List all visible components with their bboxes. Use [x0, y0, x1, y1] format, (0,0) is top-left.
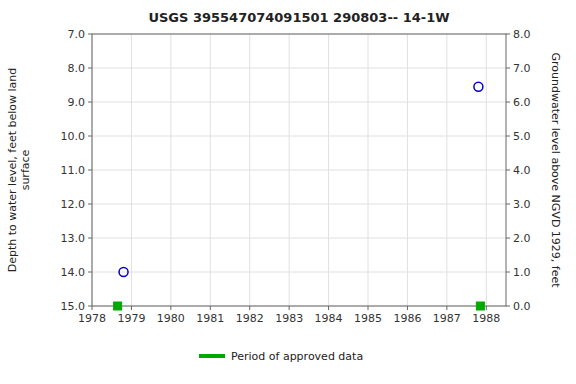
y-tick-label: 8.0 [68, 62, 86, 75]
y-grid-line [92, 68, 506, 69]
x-tick [289, 306, 290, 310]
y2-tick-label: 6.0 [513, 96, 531, 109]
x-tick [446, 306, 447, 310]
y-tick [88, 306, 92, 307]
y2-tick-label: 3.0 [513, 198, 531, 211]
x-tick [249, 306, 250, 310]
y2-tick [506, 102, 510, 103]
chart: 1978 1979 1980 1981 1982 1983 1984 1985 1986 1987… [0, 0, 576, 384]
x-tick [328, 306, 329, 310]
legend-label: Period of approved data [231, 350, 363, 363]
legend: Period of approved data [199, 350, 363, 363]
y-tick [88, 68, 92, 69]
y-tick [88, 170, 92, 171]
title: USGS 395547074091501 290803-- 14-1W [148, 10, 449, 25]
y2-tick-label: 5.0 [513, 130, 531, 143]
x-tick [170, 306, 171, 310]
y-tick-label: 7.0 [68, 28, 86, 41]
grid [92, 34, 506, 306]
y-grid-line [92, 204, 506, 205]
y2-tick [506, 306, 510, 307]
y-grid-line [92, 136, 506, 137]
y2-tick [506, 68, 510, 69]
y-tick [88, 136, 92, 137]
x-tick-label: 1986 [393, 312, 421, 325]
x-tick-label: 1987 [433, 312, 461, 325]
y-tick-label: 14.0 [61, 266, 86, 279]
y-axis-label-line: surface [19, 149, 32, 190]
data [114, 82, 485, 310]
x-tick [131, 306, 132, 310]
x-tick-label: 1979 [117, 312, 145, 325]
x-tick-label: 1983 [275, 312, 303, 325]
y-tick [88, 34, 92, 35]
x-tick [210, 306, 211, 310]
x-tick [92, 306, 93, 310]
y-grid-line [92, 170, 506, 171]
y-tick-label: 11.0 [61, 164, 86, 177]
y2-tick [506, 272, 510, 273]
x-tick [486, 306, 487, 310]
y2-axis-label: Groundwater level above NGVD 1929, feet [549, 52, 562, 288]
y-axis-label: Depth to water level, feet below landsur… [6, 68, 32, 273]
y-tick [88, 272, 92, 273]
y-tick [88, 102, 92, 103]
y-tick-label: 9.0 [68, 96, 86, 109]
x-tick-label: 1988 [472, 312, 500, 325]
y-tick-label: 12.0 [61, 198, 86, 211]
y2-tick [506, 34, 510, 35]
y-tick-label: 10.0 [61, 130, 86, 143]
legend-swatch [199, 354, 225, 358]
point [114, 302, 122, 310]
y2-tick [506, 204, 510, 205]
point [119, 268, 128, 277]
point [474, 82, 483, 91]
y-axis-label-line: Depth to water level, feet below land [6, 68, 19, 273]
x-tick-label: 1978 [78, 312, 106, 325]
y2-tick-label: 8.0 [513, 28, 531, 41]
y-tick [88, 204, 92, 205]
y-grid-line [92, 272, 506, 273]
y2-tick-label: 0.0 [513, 300, 531, 313]
y2-tick [506, 170, 510, 171]
x-tick-label: 1984 [315, 312, 343, 325]
axes: 1978 1979 1980 1981 1982 1983 1984 1985 1986 1987… [61, 28, 531, 325]
x-tick-label: 1985 [354, 312, 382, 325]
y-tick-label: 13.0 [61, 232, 86, 245]
y-grid-line [92, 102, 506, 103]
y2-tick [506, 136, 510, 137]
plot-frame [92, 34, 506, 306]
x-tick-label: 1982 [236, 312, 264, 325]
series [119, 82, 483, 276]
y2-tick-label: 4.0 [513, 164, 531, 177]
x-tick [407, 306, 408, 310]
point [476, 302, 484, 310]
x-tick-label: 1981 [196, 312, 224, 325]
y2-tick-label: 1.0 [513, 266, 531, 279]
y2-tick [506, 238, 510, 239]
x-tick [368, 306, 369, 310]
y-grid-line [92, 238, 506, 239]
y2-tick-label: 2.0 [513, 232, 531, 245]
y-tick-label: 15.0 [61, 300, 86, 313]
y-tick [88, 238, 92, 239]
y2-tick-label: 7.0 [513, 62, 531, 75]
x-tick-label: 1980 [157, 312, 185, 325]
series [114, 302, 485, 310]
